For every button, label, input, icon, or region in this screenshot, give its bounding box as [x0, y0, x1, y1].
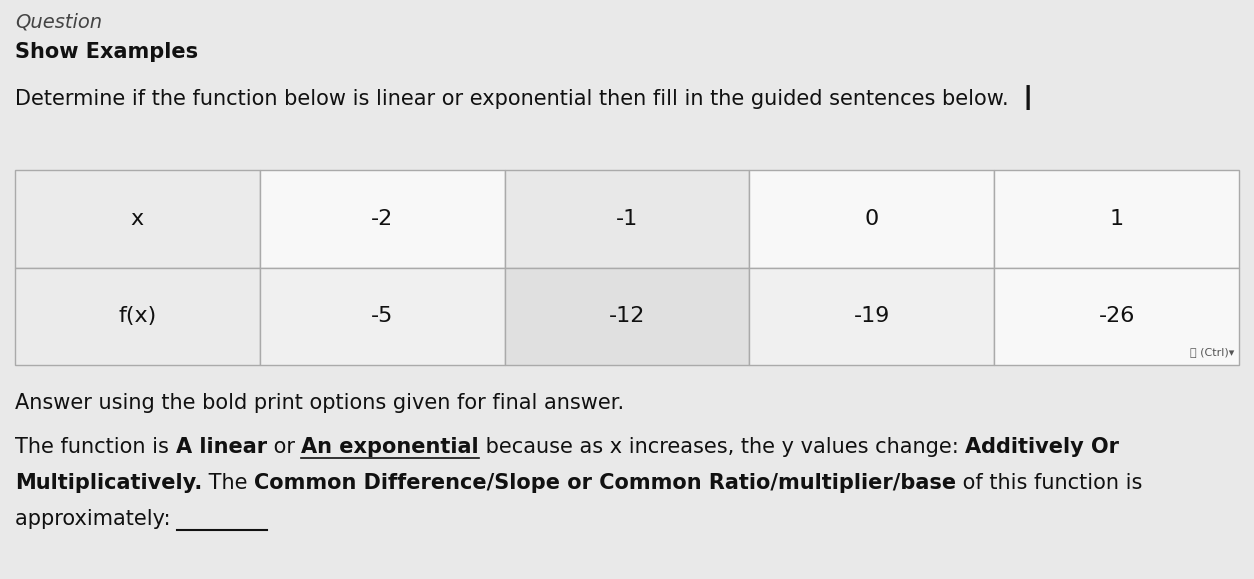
- Text: A linear: A linear: [176, 437, 267, 457]
- Bar: [750, 267, 994, 365]
- Text: Additively Or: Additively Or: [966, 437, 1120, 457]
- Text: Question: Question: [15, 12, 102, 31]
- Bar: [750, 170, 994, 267]
- Text: of this function is: of this function is: [957, 473, 1142, 493]
- Text: -19: -19: [854, 306, 890, 326]
- Bar: [15, 170, 260, 267]
- Text: x: x: [130, 209, 144, 229]
- Text: -12: -12: [608, 306, 646, 326]
- Bar: [504, 170, 750, 267]
- Text: -26: -26: [1099, 306, 1135, 326]
- Text: The function is: The function is: [15, 437, 176, 457]
- Text: -2: -2: [371, 209, 394, 229]
- Bar: [994, 170, 1239, 267]
- Bar: [504, 267, 750, 365]
- Text: The: The: [202, 473, 255, 493]
- Text: Determine if the function below is linear or exponential then fill in the guided: Determine if the function below is linea…: [15, 85, 1035, 110]
- Text: M: M: [177, 509, 196, 529]
- Text: approximately:: approximately:: [15, 509, 177, 529]
- Text: 📋 (Ctrl)▾: 📋 (Ctrl)▾: [1190, 347, 1234, 357]
- Text: f(x): f(x): [118, 306, 157, 326]
- Text: An exponential: An exponential: [301, 437, 479, 457]
- Text: -1: -1: [616, 209, 638, 229]
- Text: because as x increases, the y values change:: because as x increases, the y values cha…: [479, 437, 966, 457]
- Text: -5: -5: [371, 306, 394, 326]
- Bar: [260, 267, 504, 365]
- Text: 0: 0: [865, 209, 879, 229]
- Text: Multiplicatively.: Multiplicatively.: [15, 473, 202, 493]
- Text: Show Examples: Show Examples: [15, 42, 198, 62]
- Text: Common Difference/Slope or Common Ratio/multiplier/base: Common Difference/Slope or Common Ratio/…: [255, 473, 957, 493]
- Text: 1: 1: [1110, 209, 1124, 229]
- Text: Answer using the bold print options given for final answer.: Answer using the bold print options give…: [15, 393, 624, 413]
- Text: or: or: [267, 437, 301, 457]
- Bar: [260, 170, 504, 267]
- Bar: [15, 267, 260, 365]
- Bar: [994, 267, 1239, 365]
